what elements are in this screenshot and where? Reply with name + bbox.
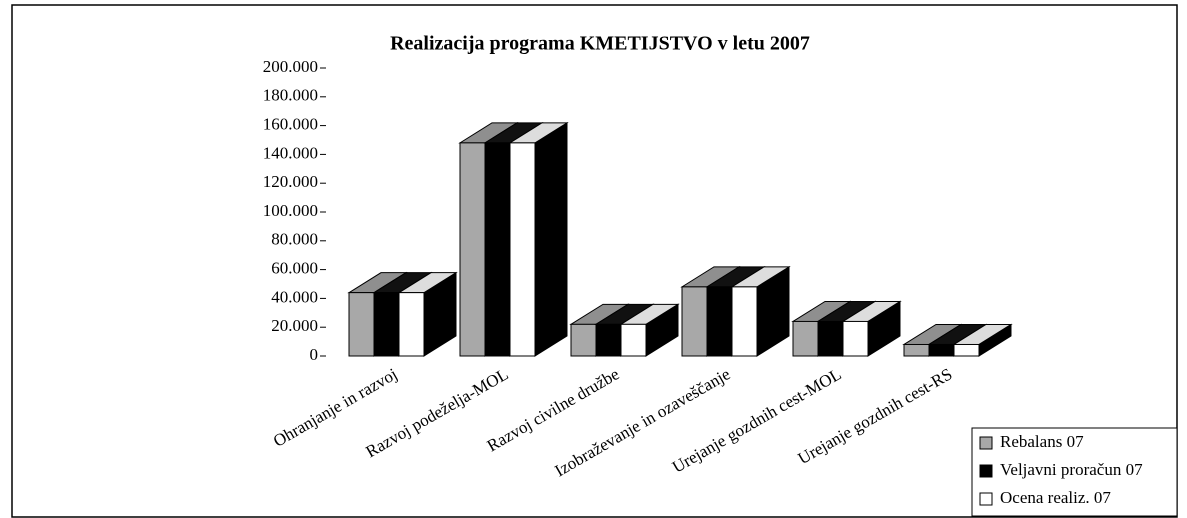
y-tick-label: 0 — [310, 345, 319, 364]
bar — [373, 292, 400, 357]
chart-title: Realizacija programa KMETIJSTVO v letu 2… — [390, 33, 810, 55]
legend-swatch — [979, 492, 993, 506]
y-tick-label: 160.000 — [263, 115, 318, 134]
y-tick-label: 100.000 — [263, 201, 318, 220]
bar — [706, 286, 733, 357]
bar — [731, 286, 758, 357]
bar — [903, 343, 930, 357]
y-tick-label: 80.000 — [271, 230, 318, 249]
y-tick-label: 20.000 — [271, 316, 318, 335]
bar — [620, 323, 647, 357]
y-tick-label: 60.000 — [271, 259, 318, 278]
bar — [953, 343, 980, 357]
legend-label: Rebalans 07 — [1000, 432, 1084, 451]
bar — [459, 142, 486, 357]
bar — [570, 323, 597, 357]
legend-label: Ocena realiz. 07 — [1000, 488, 1111, 507]
y-tick-label: 140.000 — [263, 143, 318, 162]
legend: Rebalans 07 Veljavni proračun 07 Ocena rea… — [971, 427, 1178, 517]
y-tick-label: 200.000 — [263, 57, 318, 76]
legend-swatch — [979, 436, 993, 450]
bar — [792, 320, 819, 357]
bar — [398, 292, 425, 357]
bar — [681, 286, 708, 357]
legend-label: Veljavni proračun 07 — [1000, 460, 1143, 479]
legend-swatch — [979, 464, 993, 478]
y-tick-label: 120.000 — [263, 172, 318, 191]
y-tick-label: 180.000 — [263, 86, 318, 105]
bar — [509, 142, 536, 357]
bar — [928, 343, 955, 357]
y-tick-label: 40.000 — [271, 287, 318, 306]
bar — [484, 142, 511, 357]
bar — [817, 320, 844, 357]
legend-frame — [971, 427, 1178, 517]
bar-side — [534, 121, 568, 357]
bar — [595, 323, 622, 357]
bar — [348, 292, 375, 357]
bar — [842, 320, 869, 357]
